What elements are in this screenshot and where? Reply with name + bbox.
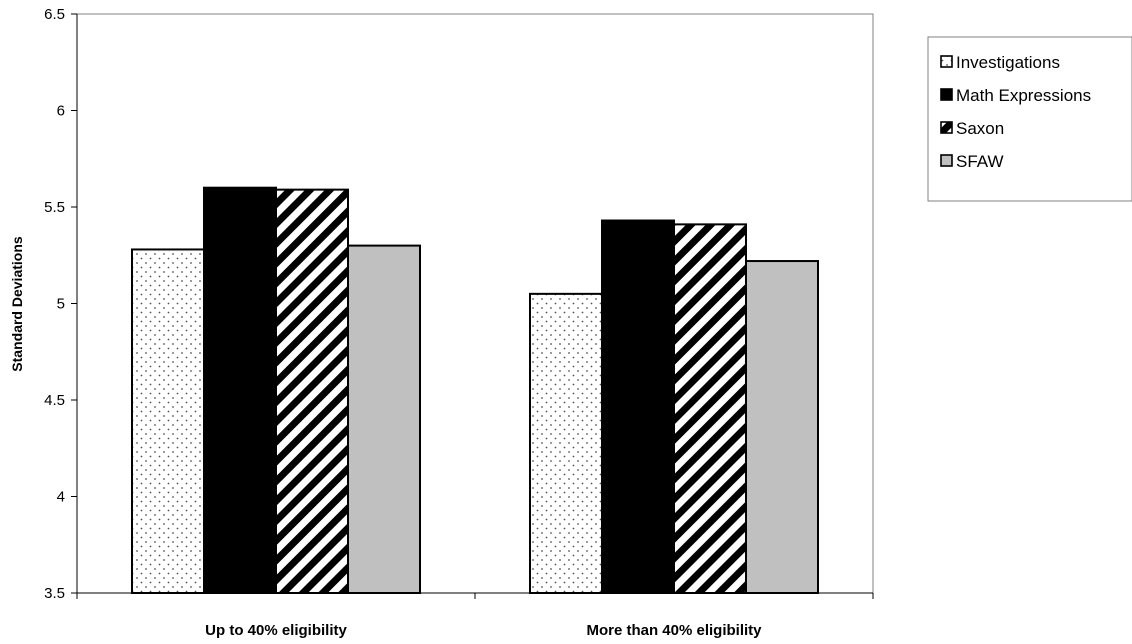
bar-math-expressions-1 — [203, 186, 277, 594]
y-tick-label: 6.5 — [44, 6, 65, 23]
legend-swatch-math-expressions — [940, 88, 953, 101]
legend-label-math-expressions: Math Expressions — [956, 86, 1091, 105]
y-tick-label: 4.5 — [44, 392, 65, 409]
y-tick-label: 5.5 — [44, 199, 65, 216]
legend-label-sfaw: SFAW — [956, 152, 1004, 171]
y-axis-title: Standard Deviations — [9, 236, 25, 372]
y-tick-label: 3.5 — [44, 585, 65, 602]
legend-label-saxon: Saxon — [956, 119, 1004, 138]
x-category-label: More than 40% eligibility — [586, 622, 762, 639]
bar-saxon-2 — [673, 223, 747, 594]
bar-sfaw-1 — [347, 244, 421, 594]
legend-label-investigations: Investigations — [956, 53, 1060, 72]
y-tick-label: 5 — [57, 296, 65, 313]
y-tick-label: 6 — [57, 103, 65, 120]
bar-investigations-1 — [131, 248, 205, 595]
bar-saxon-1 — [275, 188, 349, 594]
bar-math-expressions-2 — [601, 219, 675, 594]
y-tick-label: 4 — [57, 489, 65, 506]
legend-swatch-sfaw — [940, 154, 953, 167]
bar-sfaw-2 — [745, 260, 819, 594]
x-category-label: Up to 40% eligibility — [205, 622, 347, 639]
legend-swatch-saxon — [940, 121, 953, 134]
legend-swatch-investigations — [940, 55, 953, 68]
legend-box — [927, 36, 1132, 202]
bar-investigations-2 — [529, 292, 603, 594]
legend: Investigations Math Expressions Saxon SFAW — [927, 36, 1132, 202]
